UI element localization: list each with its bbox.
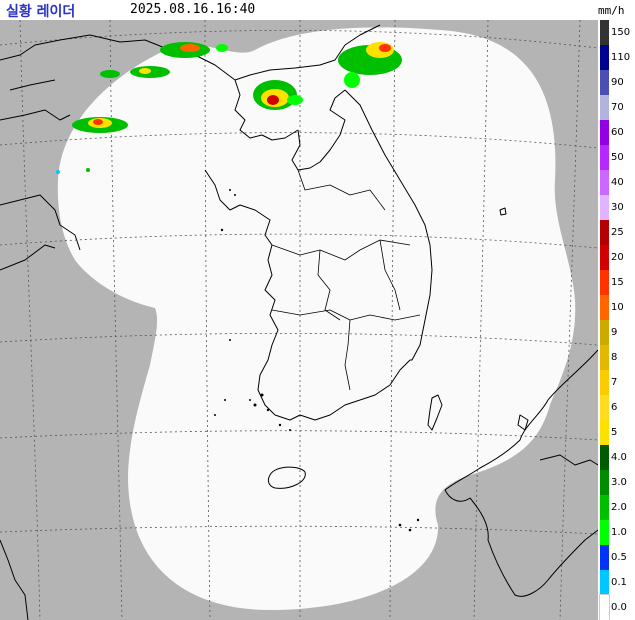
legend-swatch [600,145,609,170]
legend-swatch [600,445,609,470]
legend-swatch [600,120,609,145]
legend-swatch [600,470,609,495]
legend-label: 10 [611,301,624,313]
legend-label: 60 [611,126,624,138]
radar-echoes [56,42,402,174]
legend-label: 7 [611,376,618,388]
legend-label: 9 [611,326,618,338]
legend-swatch [600,270,609,295]
legend-label: 0.5 [611,551,627,563]
legend-swatch [600,220,609,245]
legend-swatch [600,70,609,95]
observation-time: 2025.08.16.16:40 [130,2,256,17]
legend-label: 8 [611,351,618,363]
legend-swatch [600,95,609,120]
legend-swatch [600,495,609,520]
radar-map[interactable] [0,20,598,620]
legend-swatch [600,420,609,445]
header-bar: 실황 레이더 2025.08.16.16:40 mm/h [0,0,635,20]
legend-swatch [600,345,609,370]
legend-swatch [600,320,609,345]
legend-label: 4.0 [611,451,627,463]
map-title: 실황 레이더 [6,4,76,20]
legend-swatch [600,395,609,420]
legend-swatch [600,570,609,595]
legend-swatch [600,545,609,570]
legend-label: 3.0 [611,476,627,488]
legend-label: 0.0 [611,601,627,613]
legend-label: 70 [611,101,624,113]
legend-label: 40 [611,176,624,188]
legend-swatch [600,370,609,395]
legend-swatch [600,45,609,70]
legend-swatch [600,295,609,320]
legend-swatch [599,594,610,620]
legend-label: 20 [611,251,624,263]
radar-coverage-area [57,27,576,611]
island-specks [214,189,420,532]
coastlines [0,24,598,620]
precipitation-legend: 150 110 90 70 60 50 40 30 25 20 15 10 9 8 7 6 5 4.0 3.0 2.0… [598,20,635,620]
legend-label: 15 [611,276,624,288]
legend-label: 30 [611,201,624,213]
legend-label: 1.0 [611,526,627,538]
legend-swatch [600,170,609,195]
legend-label: 5 [611,426,618,438]
legend-label: 25 [611,226,624,238]
legend-swatch [600,520,609,545]
legend-label: 6 [611,401,618,413]
legend-label: 2.0 [611,501,627,513]
lat-lon-grid [0,20,598,620]
legend-swatch [600,195,609,220]
legend-label: 150 [611,26,631,38]
legend-swatch [600,20,609,45]
legend-label: 0.1 [611,576,627,588]
legend-label: 50 [611,151,624,163]
legend-swatch [600,245,609,270]
legend-label: 110 [611,51,631,63]
unit-label: mm/h [598,4,625,17]
legend-label: 90 [611,76,624,88]
